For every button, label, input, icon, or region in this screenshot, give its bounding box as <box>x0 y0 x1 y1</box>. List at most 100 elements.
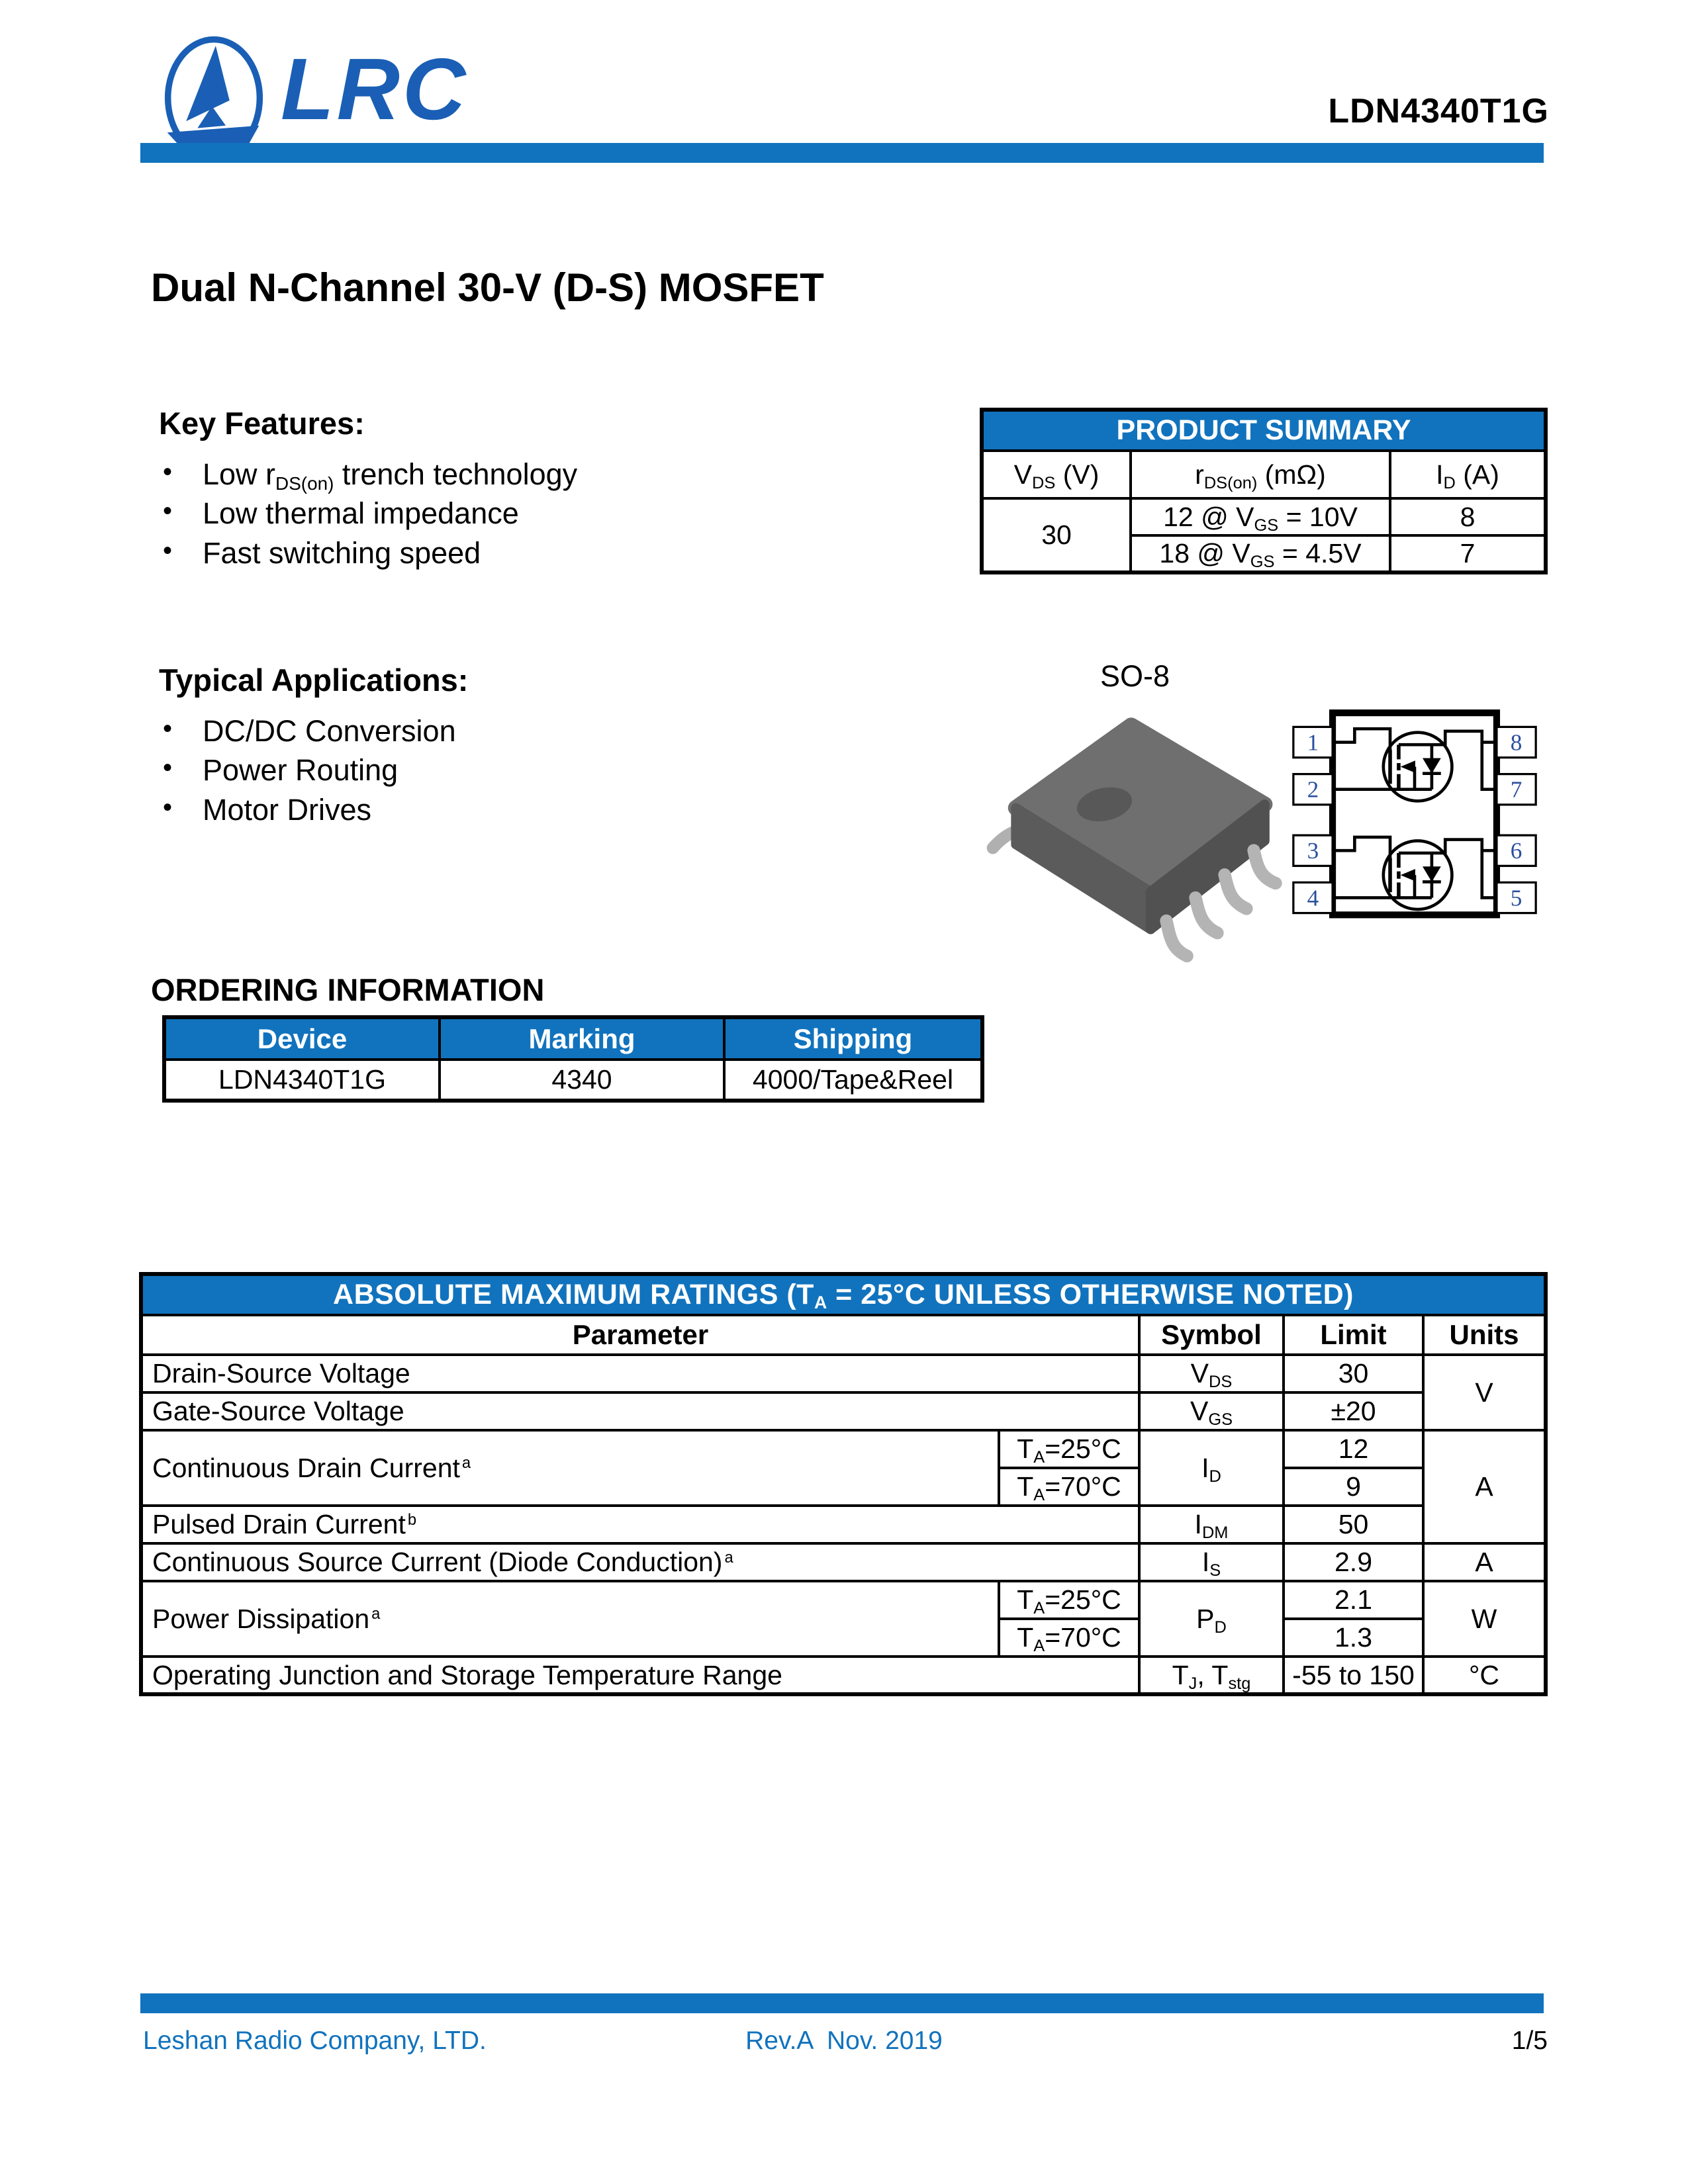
so8-package-photo <box>986 717 1282 963</box>
symbol-cell: PD <box>1138 1580 1285 1658</box>
application-text: Motor Drives <box>203 792 372 827</box>
pin-7-label: 7 <box>1511 777 1523 803</box>
column-header-units: Units <box>1421 1314 1548 1356</box>
limit-cell: 50 <box>1282 1504 1425 1545</box>
key-feature-text: Fast switching speed <box>203 535 481 570</box>
key-feature-item: Fast switching speed <box>159 533 577 572</box>
condition-cell: TA=25°C <box>998 1429 1141 1469</box>
symbol-cell: IDM <box>1138 1504 1285 1545</box>
units-cell: W <box>1421 1580 1548 1658</box>
ordering-heading: ORDERING INFORMATION <box>151 972 545 1007</box>
pin-6-label: 6 <box>1511 838 1523 864</box>
applications-heading: Typical Applications: <box>159 662 469 698</box>
key-feature-text: Low rDS(on) trench technology <box>203 457 578 494</box>
pin-4-label: 4 <box>1307 885 1319 911</box>
lrc-logo-text: LRC <box>281 40 469 138</box>
id-cell: 8 <box>1389 497 1547 537</box>
parameter-cell: Gate-Source Voltage <box>140 1391 1141 1432</box>
applications-list: DC/DC Conversion Power Routing Motor Dri… <box>159 711 468 829</box>
symbol-cell: TJ, Tstg <box>1138 1655 1285 1696</box>
pin-3-label: 3 <box>1307 838 1319 864</box>
product-summary-title: PRODUCT SUMMARY <box>980 408 1547 452</box>
units-cell: V <box>1421 1353 1548 1432</box>
key-feature-text: Low thermal impedance <box>203 496 519 531</box>
symbol-cell: VDS <box>1138 1353 1285 1394</box>
shipping-cell: 4000/Tape&Reel <box>723 1058 984 1102</box>
limit-cell: -55 to 150 <box>1282 1655 1425 1696</box>
column-header-shipping: Shipping <box>723 1016 984 1061</box>
ordering-table: Device Marking Shipping LDN4340T1G 4340 … <box>162 1015 984 1103</box>
vds-value-cell: 30 <box>980 497 1132 574</box>
id-cell: 7 <box>1389 534 1547 574</box>
units-cell: °C <box>1421 1655 1548 1696</box>
parameter-cell: Drain-Source Voltage <box>140 1353 1141 1394</box>
table-row: Power Dissipation a TA=25°C PD 2.1 W <box>140 1580 1548 1658</box>
pin-1-label: 1 <box>1307 730 1319 756</box>
footer-company: Leshan Radio Company, LTD. <box>143 2026 487 2055</box>
application-item: Motor Drives <box>159 790 468 829</box>
limit-cell: 2.1 <box>1282 1580 1425 1620</box>
column-header-rdson: rDS(on) (mΩ) <box>1129 449 1391 500</box>
key-feature-item: Low rDS(on) trench technology <box>159 455 577 494</box>
marking-cell: 4340 <box>438 1058 726 1102</box>
pin-configuration-diagram: 1 2 3 4 8 7 6 5 <box>1292 709 1537 919</box>
table-row: 30 12 @ VGS = 10V 8 <box>980 497 1547 574</box>
product-summary-table: PRODUCT SUMMARY VDS (V) rDS(on) (mΩ) ID … <box>980 408 1548 574</box>
footer-page-number: 1/5 <box>1511 2026 1548 2055</box>
applications-section: Typical Applications: DC/DC Conversion P… <box>159 662 468 829</box>
parameter-cell: Operating Junction and Storage Temperatu… <box>140 1655 1141 1696</box>
table-row: Gate-Source Voltage VGS ±20 <box>140 1391 1546 1432</box>
table-row: LDN4340T1G 4340 4000/Tape&Reel <box>163 1058 984 1102</box>
condition-cell: TA=70°C <box>998 1617 1141 1658</box>
parameter-cell: Pulsed Drain Current b <box>140 1504 1141 1545</box>
absolute-maximum-ratings-table: ABSOLUTE MAXIMUM RATINGS (TA = 25°C UNLE… <box>139 1272 1548 1696</box>
key-features-heading: Key Features: <box>159 406 365 441</box>
units-cell: A <box>1421 1429 1548 1545</box>
condition-cell: TA=25°C <box>998 1580 1141 1620</box>
column-header-vds: VDS (V) <box>980 449 1132 500</box>
table-row: Pulsed Drain Current b IDM 50 <box>140 1504 1546 1545</box>
pin-5-label: 5 <box>1511 885 1523 911</box>
parameter-cell: Power Dissipation a <box>140 1580 1000 1658</box>
limit-cell: 12 <box>1282 1429 1425 1469</box>
column-header-marking: Marking <box>438 1016 726 1061</box>
package-name: SO-8 <box>1100 659 1170 693</box>
table-row: Continuous Source Current (Diode Conduct… <box>140 1542 1548 1582</box>
pin-8-label: 8 <box>1511 730 1523 756</box>
application-text: Power Routing <box>203 753 399 788</box>
column-header-limit: Limit <box>1282 1314 1425 1356</box>
limit-cell: 2.9 <box>1282 1542 1425 1582</box>
column-header-parameter: Parameter <box>140 1314 1141 1356</box>
table-row: Continuous Drain Current a TA=25°C ID 12 … <box>140 1429 1548 1545</box>
page-title: Dual N-Channel 30-V (D-S) MOSFET <box>151 265 824 310</box>
limit-cell: 9 <box>1282 1467 1425 1507</box>
key-features-section: Key Features: Low rDS(on) trench technol… <box>159 405 577 572</box>
table-row: 18 @ VGS = 4.5V 7 <box>982 534 1547 574</box>
symbol-cell: VGS <box>1138 1391 1285 1432</box>
parameter-cell: Continuous Source Current (Diode Conduct… <box>140 1542 1141 1582</box>
column-header-device: Device <box>163 1016 441 1061</box>
key-feature-item: Low thermal impedance <box>159 494 577 533</box>
table-row: Drain-Source Voltage VDS 30 V <box>140 1353 1548 1432</box>
application-item: Power Routing <box>159 751 468 790</box>
column-header-symbol: Symbol <box>1138 1314 1285 1356</box>
table-row: TA=70°C 1.3 <box>141 1617 1546 1658</box>
rdson-cell: 12 @ VGS = 10V <box>1129 497 1391 537</box>
condition-cell: TA=70°C <box>998 1467 1141 1507</box>
footer-revision: Rev.A Nov. 2019 <box>745 2026 943 2055</box>
part-number: LDN4340T1G <box>1328 92 1549 130</box>
abs-max-title: ABSOLUTE MAXIMUM RATINGS (TA = 25°C UNLE… <box>139 1273 1548 1316</box>
limit-cell: 30 <box>1282 1353 1425 1394</box>
rdson-cell: 18 @ VGS = 4.5V <box>1129 534 1391 574</box>
symbol-cell: ID <box>1138 1429 1285 1507</box>
device-cell: LDN4340T1G <box>163 1058 441 1102</box>
units-cell: A <box>1421 1542 1548 1582</box>
limit-cell: 1.3 <box>1282 1617 1425 1658</box>
limit-cell: ±20 <box>1282 1391 1425 1432</box>
table-row: Operating Junction and Storage Temperatu… <box>140 1655 1548 1696</box>
symbol-cell: IS <box>1138 1542 1285 1582</box>
pin-2-label: 2 <box>1307 777 1319 803</box>
parameter-cell: Continuous Drain Current a <box>140 1429 1000 1507</box>
table-row: TA=70°C 9 <box>141 1467 1546 1507</box>
